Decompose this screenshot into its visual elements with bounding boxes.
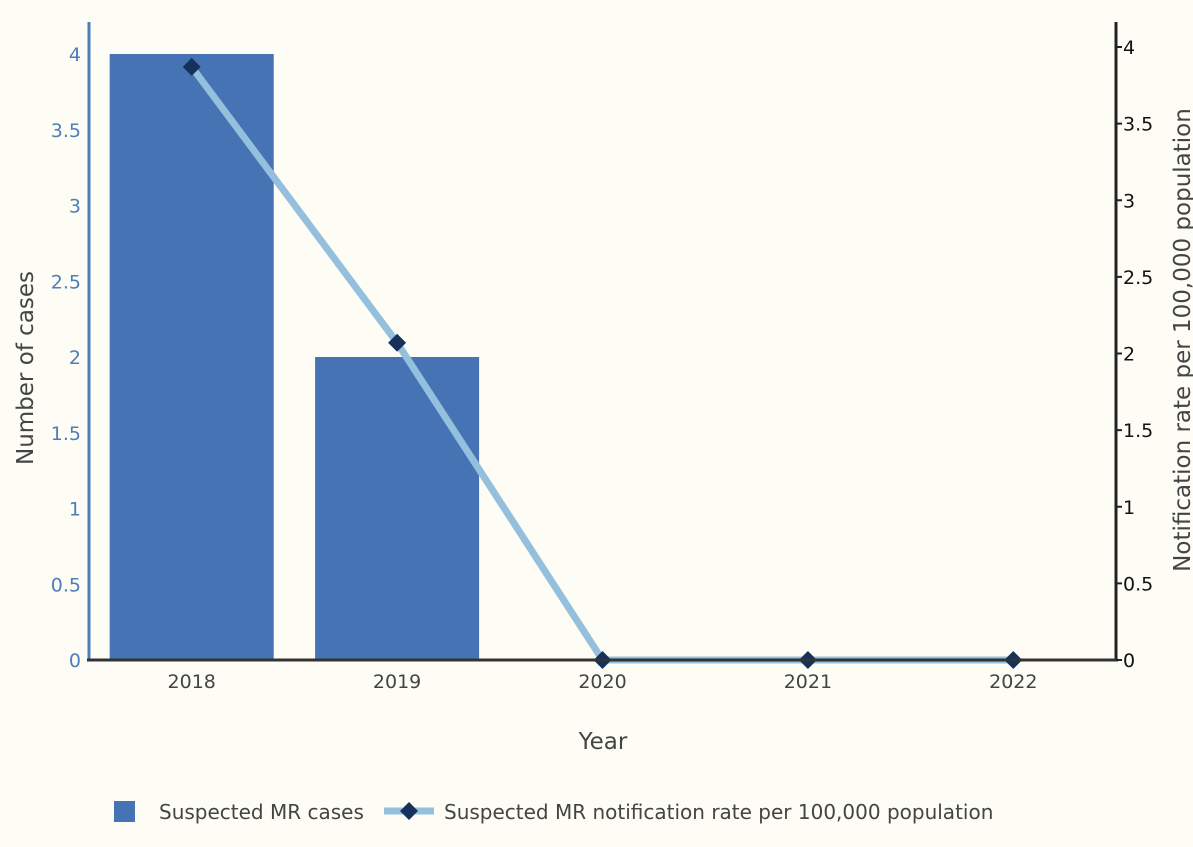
left-tick-label: 2.5	[51, 271, 81, 293]
right-tick-label: 1.5	[1123, 420, 1153, 442]
x-tick-label: 2019	[373, 671, 421, 693]
left-y-axis-title: Number of cases	[13, 271, 39, 465]
legend-label-line: Suspected MR notification rate per 100,0…	[444, 800, 993, 824]
left-tick-label: 0.5	[51, 574, 81, 596]
x-tick-label: 2020	[578, 671, 626, 693]
rate-point-2019	[388, 333, 407, 352]
left-tick-label: 1	[69, 499, 81, 521]
bar-2019	[315, 357, 480, 660]
left-tick-label: 3.5	[51, 120, 81, 142]
right-tick-label: 0.5	[1123, 573, 1153, 595]
bars-layer	[109, 54, 480, 660]
left-tick-label: 1.5	[51, 423, 81, 445]
rate-point-2018	[182, 57, 201, 76]
rate-line	[188, 64, 1014, 664]
right-tick-label: 3	[1123, 190, 1135, 212]
left-y-ticks: 0 0.5 1 1.5 2 2.5 3 3.5 4	[51, 44, 81, 672]
legend: Suspected MR cases Suspected MR notifica…	[114, 800, 993, 824]
bar-2018	[109, 54, 274, 660]
right-tick-label: 2.5	[1123, 267, 1153, 289]
x-axis-title: Year	[578, 729, 628, 755]
legend-swatch-bar	[114, 801, 135, 822]
right-tick-label: 4	[1123, 37, 1135, 59]
right-tick-label: 1	[1123, 497, 1135, 519]
left-tick-label: 2	[69, 347, 81, 369]
x-ticks: 2018 2019 2020 2021 2022	[168, 671, 1038, 693]
line-layer	[182, 57, 1023, 669]
left-tick-label: 4	[69, 44, 81, 66]
right-tick-label: 2	[1123, 344, 1135, 366]
left-tick-label: 0	[69, 650, 81, 672]
legend-swatch-diamond-icon	[400, 802, 418, 820]
left-tick-label: 3	[69, 196, 81, 218]
legend-label-bar: Suspected MR cases	[159, 800, 364, 824]
right-y-axis-title: Notification rate per 100,000 population	[1170, 108, 1193, 572]
x-tick-label: 2021	[784, 671, 832, 693]
right-tick-label: 3.5	[1123, 114, 1153, 136]
x-tick-label: 2022	[989, 671, 1037, 693]
right-tick-label: 0	[1123, 650, 1135, 672]
x-tick-label: 2018	[168, 671, 216, 693]
right-y-ticks: 0 0.5 1 1.5 2 2.5 3 3.5 4	[1116, 37, 1153, 672]
